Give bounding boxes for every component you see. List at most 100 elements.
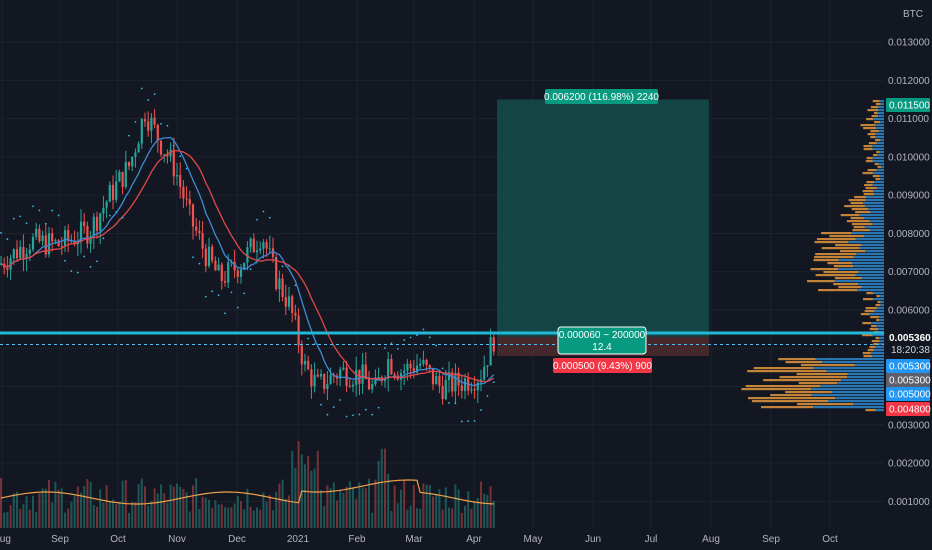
volume-bar <box>150 500 153 528</box>
volume-bar <box>22 504 25 528</box>
profile-bar-blue <box>874 310 884 313</box>
candle-body <box>195 226 198 231</box>
x-tick-label: Feb <box>348 534 366 545</box>
candle-body <box>118 171 121 182</box>
profile-bar-orange <box>872 100 880 103</box>
profile-bar-orange <box>852 229 870 232</box>
volume-bar <box>435 494 438 528</box>
profile-bar-orange <box>865 307 877 310</box>
sar-dot <box>0 232 2 234</box>
profile-bar-blue <box>879 295 884 298</box>
x-tick-label: May <box>524 534 543 545</box>
sar-dot <box>25 222 28 225</box>
sar-dot <box>204 295 207 298</box>
profile-bar-blue <box>873 118 884 121</box>
time-axis[interactable]: Aug Sep Oct Nov Dec 2021 Feb Mar Apr May Jun Jul Aug… <box>0 530 884 550</box>
candle-body <box>79 221 83 242</box>
volume-bar <box>153 488 156 528</box>
horizontal-price-line[interactable] <box>0 331 884 345</box>
volume-bar <box>243 509 246 528</box>
volume-bar <box>96 506 98 528</box>
profile-bar-orange <box>870 130 879 133</box>
x-tick-label: 2021 <box>287 534 310 545</box>
candle-body <box>457 372 460 386</box>
x-tick-label: Mar <box>405 534 423 545</box>
sar-dot <box>371 413 374 416</box>
volume-bar <box>492 500 495 528</box>
volume-bar <box>185 492 188 528</box>
candle-body <box>25 253 28 259</box>
profile-bar-orange <box>763 379 841 382</box>
volume-bar <box>396 503 399 528</box>
candle-body <box>387 359 390 379</box>
profile-bar-blue <box>813 406 884 409</box>
tag-level-a: 0.005300 <box>889 362 931 373</box>
profile-bar-orange <box>855 211 871 214</box>
volume-bar <box>364 488 367 528</box>
candle-body <box>265 242 268 249</box>
volume-bar <box>313 468 316 528</box>
candle-body <box>355 369 358 385</box>
volume-bar <box>115 504 118 528</box>
candle-body <box>163 154 166 156</box>
volume-bar <box>320 490 322 528</box>
volume-bar <box>406 509 409 528</box>
profile-bar-blue <box>878 115 884 118</box>
tag-level-c: 0.005000 <box>889 390 931 401</box>
profile-bar-blue <box>877 112 884 115</box>
profile-bar-orange <box>863 193 875 196</box>
volume-bar <box>147 505 150 528</box>
profile-bar-blue <box>872 172 884 175</box>
sar-dot <box>83 255 86 258</box>
volume-bar <box>470 508 473 528</box>
volume-bar <box>489 486 492 528</box>
volume-bar <box>342 492 345 528</box>
volume-bar <box>268 495 271 528</box>
candle-body <box>419 363 422 366</box>
volume-bar <box>99 489 102 528</box>
tag-stop: 0.004800 <box>889 405 931 416</box>
sar-dot <box>44 222 47 225</box>
profile-bar-blue <box>872 298 884 301</box>
profile-bar-orange <box>798 382 838 385</box>
profile-bar-orange <box>860 124 876 127</box>
volume-bar <box>160 484 162 528</box>
candle-body <box>131 157 134 167</box>
profile-bar-orange <box>867 169 877 172</box>
profile-bar-orange <box>748 397 836 400</box>
volume-bar <box>480 481 482 528</box>
profile-bar-orange <box>844 205 866 208</box>
volume-bar <box>256 507 258 528</box>
candle-body <box>147 121 150 131</box>
profile-bar-blue <box>851 232 884 235</box>
volume-bar <box>236 495 239 528</box>
profit-zone[interactable] <box>497 99 709 337</box>
candle-body <box>271 248 275 258</box>
position-zones[interactable] <box>497 99 709 356</box>
candle-body <box>31 236 35 250</box>
y-tick-label: 0.003000 <box>888 420 930 431</box>
profile-bar-orange <box>818 289 858 292</box>
volume-bar <box>131 501 134 528</box>
price-axis[interactable]: 0.0010000.0020000.0030000.0040000.005000… <box>884 0 932 550</box>
volume-bar <box>48 479 50 528</box>
sar-dot <box>224 312 226 315</box>
volume-bar <box>422 483 425 528</box>
sar-dot <box>396 347 399 350</box>
profile-bar-blue <box>874 181 884 184</box>
sar-dot <box>486 395 489 397</box>
volume-bar <box>217 504 220 528</box>
profile-bar-blue <box>863 217 884 220</box>
profile-bar-blue <box>834 280 884 283</box>
candle-body <box>329 374 332 385</box>
volume-bar <box>368 478 370 528</box>
profile-bar-blue <box>869 229 884 232</box>
sar-dot <box>12 217 15 220</box>
sar-dot <box>262 210 265 213</box>
volume-bar <box>454 484 457 528</box>
volume-bar <box>83 486 86 528</box>
profile-bar-orange <box>876 295 880 298</box>
candle-body <box>364 364 367 380</box>
tag-level-b-bg <box>886 373 930 387</box>
